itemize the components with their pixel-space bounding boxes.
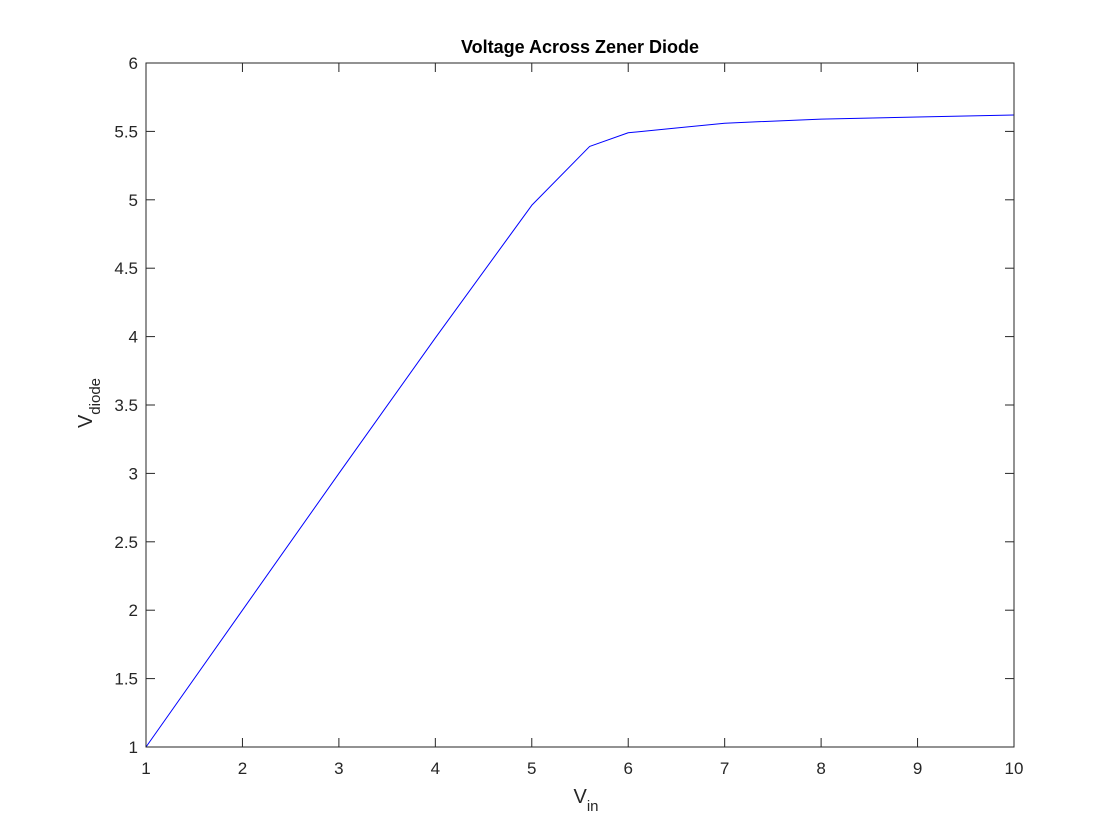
x-axis-title-main: V: [573, 786, 587, 808]
y-axis-title: Vdiode: [75, 378, 104, 428]
y-axis-title-main: V: [75, 414, 97, 428]
y-tick-label: 1.5: [114, 670, 138, 689]
y-tick-label: 4.5: [114, 259, 138, 278]
y-tick-label: 6: [129, 54, 138, 73]
y-axis-title-subscript: diode: [87, 378, 104, 415]
x-tick-label: 6: [623, 759, 632, 778]
data-point: [628, 132, 629, 133]
x-axis-title: Vin: [573, 786, 598, 815]
x-tick-label: 10: [1005, 759, 1024, 778]
x-tick-label: 1: [141, 759, 150, 778]
y-tick-label: 3.5: [114, 396, 138, 415]
data-point: [589, 146, 590, 147]
data-point: [917, 116, 918, 117]
x-tick-label: 2: [238, 759, 247, 778]
plot-area: [146, 63, 1014, 747]
axes-box: [145, 62, 1015, 748]
x-tick-label: 8: [816, 759, 825, 778]
x-tick-label: 5: [527, 759, 536, 778]
y-tick-label: 5.5: [114, 122, 138, 141]
y-tick-label: 5: [129, 191, 138, 210]
data-point: [531, 205, 532, 206]
x-tick-label: 9: [913, 759, 922, 778]
chart-title: Voltage Across Zener Diode: [461, 37, 699, 57]
x-axis-ticks: 1 2 3 4 5 6 7 8 9 10: [141, 63, 1023, 778]
y-tick-label: 2.5: [114, 533, 138, 552]
x-tick-label: 3: [334, 759, 343, 778]
data-point: [821, 118, 822, 119]
x-axis-title-subscript: in: [587, 798, 599, 815]
y-axis-ticks: 1 1.5 2 2.5 3 3.5 4 4.5 5 5.5 6: [114, 54, 1014, 757]
y-tick-label: 4: [129, 328, 138, 347]
data-point: [724, 123, 725, 124]
data-point: [338, 473, 339, 474]
x-tick-label: 4: [431, 759, 440, 778]
data-point: [435, 337, 436, 338]
y-tick-label: 1: [129, 738, 138, 757]
x-tick-label: 7: [720, 759, 729, 778]
series-layer: [145, 114, 1015, 748]
series-line: [145, 114, 1015, 748]
y-tick-label: 2: [129, 601, 138, 620]
data-point: [242, 610, 243, 611]
y-tick-label: 3: [129, 464, 138, 483]
